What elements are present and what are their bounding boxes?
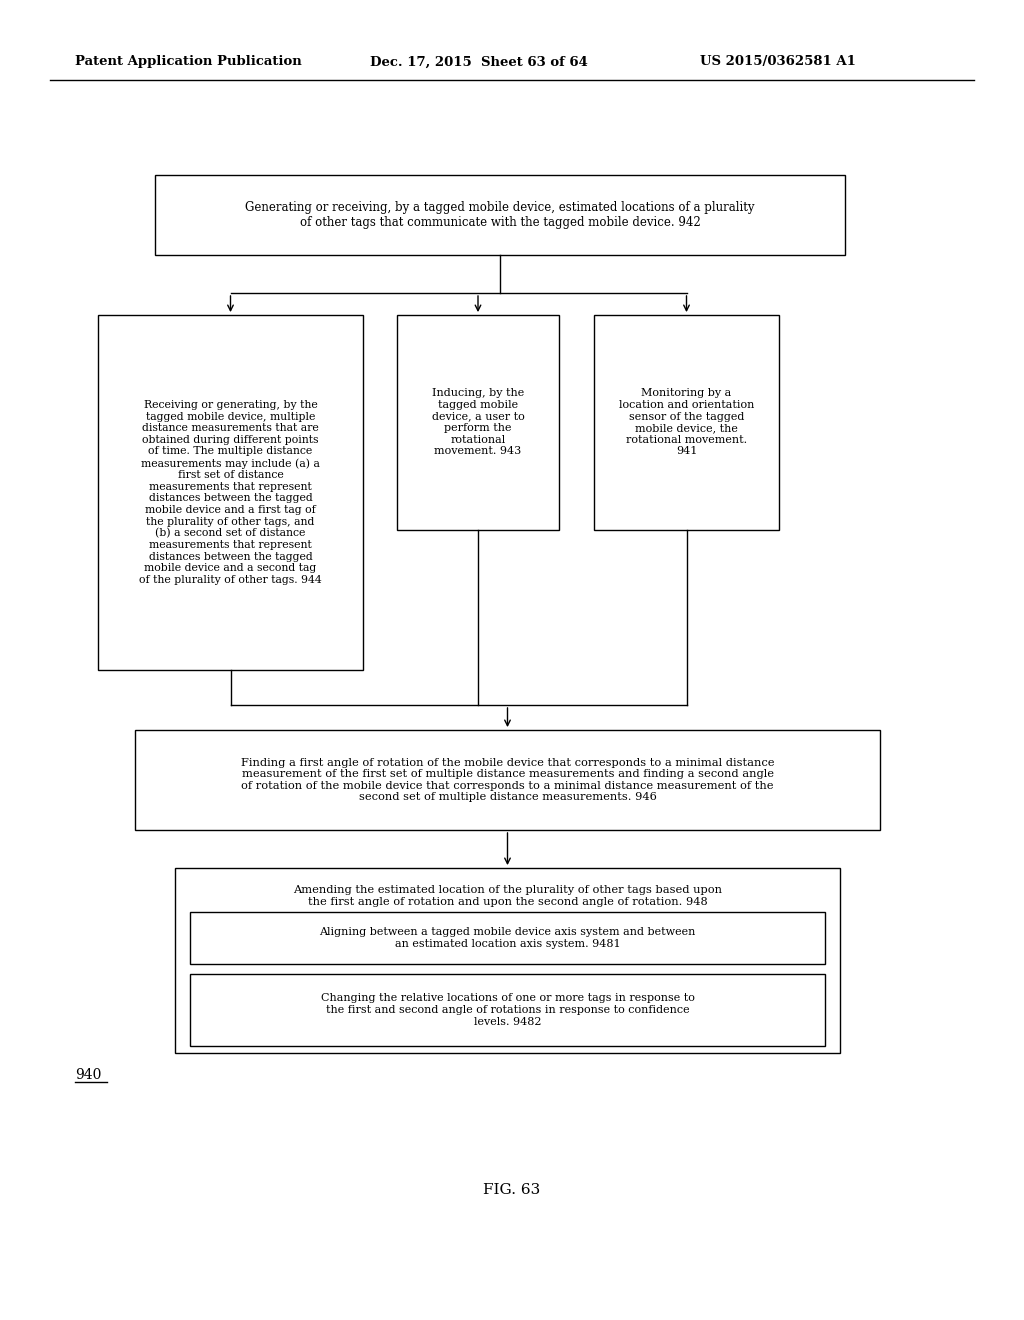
Text: Receiving or generating, by the
tagged mobile device, multiple
distance measurem: Receiving or generating, by the tagged m… [139,400,322,585]
Text: Finding a first angle of rotation of the mobile device that corresponds to a min: Finding a first angle of rotation of the… [241,758,774,803]
Text: Aligning between a tagged mobile device axis system and between
an estimated loc: Aligning between a tagged mobile device … [319,927,695,949]
Bar [190,912,825,964]
Text: Monitoring by a
location and orientation
sensor of the tagged
mobile device, the: Monitoring by a location and orientation… [618,388,755,457]
Text: Amending the estimated location of the plurality of other tags based upon
the fi: Amending the estimated location of the p… [293,886,722,907]
Text: Dec. 17, 2015  Sheet 63 of 64: Dec. 17, 2015 Sheet 63 of 64 [370,55,588,69]
Text: Generating or receiving, by a tagged mobile device, estimated locations of a plu: Generating or receiving, by a tagged mob… [246,201,755,228]
Bar [594,315,779,531]
Text: FIG. 63: FIG. 63 [483,1183,541,1197]
Bar [155,176,845,255]
Bar [98,315,362,671]
Text: 940: 940 [75,1068,101,1082]
Bar [135,730,880,830]
Text: US 2015/0362581 A1: US 2015/0362581 A1 [700,55,856,69]
Text: Patent Application Publication: Patent Application Publication [75,55,302,69]
Bar [397,315,559,531]
Text: Changing the relative locations of one or more tags in response to
the first and: Changing the relative locations of one o… [321,994,694,1027]
Text: Inducing, by the
tagged mobile
device, a user to
perform the
rotational
movement: Inducing, by the tagged mobile device, a… [432,388,524,457]
Bar [175,869,840,1053]
Bar [190,974,825,1045]
